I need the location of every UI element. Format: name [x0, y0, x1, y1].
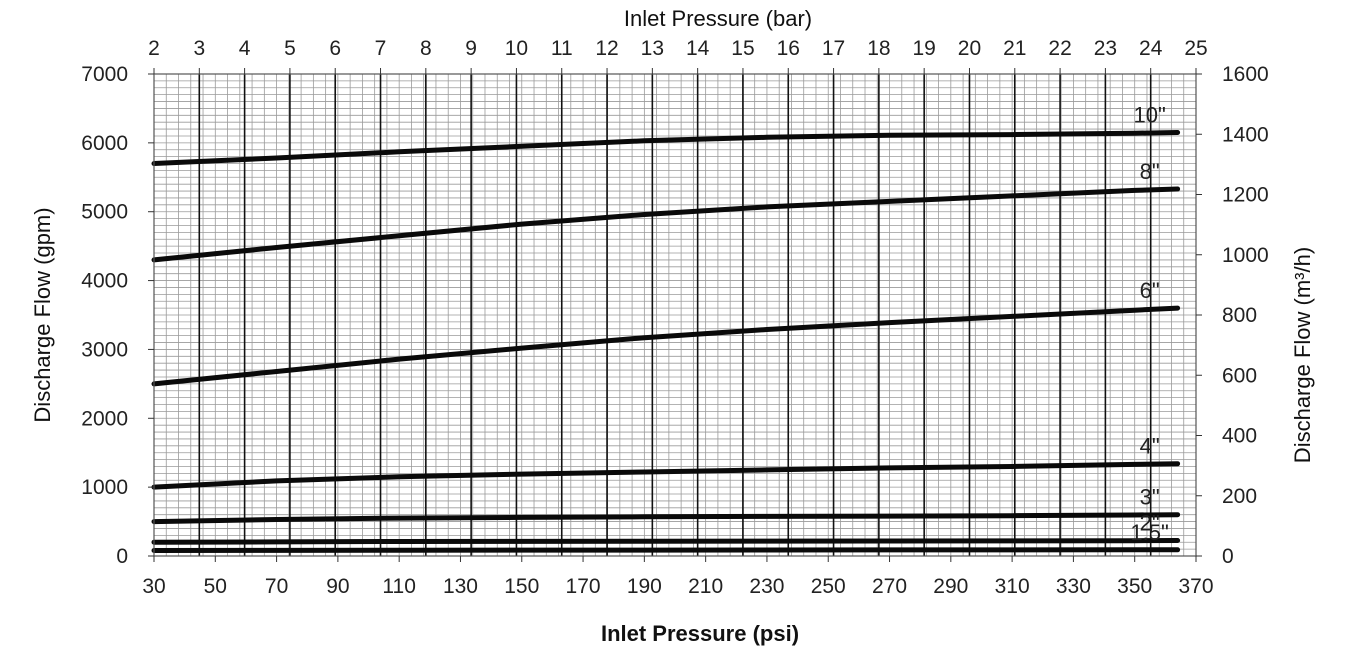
- curve-label-4: 3": [1140, 485, 1160, 510]
- x2-tick-label: 20: [958, 37, 981, 60]
- x-tick-label: 110: [382, 575, 415, 598]
- x-tick-label: 350: [1117, 575, 1152, 598]
- y-tick-label: 1000: [81, 476, 128, 499]
- x-tick-label: 70: [265, 575, 288, 598]
- y2-tick-label: 1200: [1222, 184, 1269, 207]
- y-tick-label: 3000: [81, 338, 128, 361]
- right-axis-title: Discharge Flow (m³/h): [1290, 247, 1315, 463]
- curve-label-5: 2": [1140, 511, 1160, 536]
- x-tick-label: 330: [1056, 575, 1091, 598]
- y-tick-label: 6000: [81, 132, 128, 155]
- x2-tick-label: 9: [465, 37, 477, 60]
- x2-tick-label: 12: [595, 37, 618, 60]
- curve-3: [151, 461, 1181, 490]
- x2-tick-label: 2: [148, 37, 160, 60]
- bottom-axis-title: Inlet Pressure (psi): [601, 621, 799, 646]
- curve-1: [151, 186, 1181, 263]
- curves: [151, 130, 1181, 553]
- top-axis-title: Inlet Pressure (bar): [624, 6, 812, 31]
- x-tick-label: 190: [627, 575, 662, 598]
- x2-tick-label: 21: [1003, 37, 1026, 60]
- curve-0: [151, 130, 1181, 166]
- tick-labels: 30 50 70 90 110 130 150 170 190 210 230 250 270 290 31…: [81, 37, 1268, 598]
- x2-tick-label: 14: [686, 37, 710, 60]
- x2-tick-label: 23: [1094, 37, 1117, 60]
- x2-tick-label: 24: [1139, 37, 1163, 60]
- x2-tick-label: 25: [1184, 37, 1207, 60]
- x-tick-label: 50: [204, 575, 227, 598]
- x2-tick-label: 18: [867, 37, 890, 60]
- curve-6: [151, 547, 1181, 553]
- x2-tick-label: 8: [420, 37, 432, 60]
- x-tick-label: 170: [566, 575, 601, 598]
- curve-4: [151, 512, 1181, 525]
- x2-tick-label: 19: [912, 37, 935, 60]
- x-tick-label: 90: [326, 575, 349, 598]
- curve-2: [151, 305, 1181, 387]
- x2-tick-label: 3: [193, 37, 205, 60]
- curve-labels: 10" 8" 6" 4" 3"2"1.5": [1130, 103, 1168, 545]
- curve-label-6: 1.5": [1130, 520, 1168, 545]
- x2-tick-label: 11: [551, 37, 573, 60]
- x2-tick-label: 15: [731, 37, 754, 60]
- y2-tick-label: 1400: [1222, 123, 1269, 146]
- y2-tick-label: 1600: [1222, 63, 1269, 86]
- x-tick-label: 270: [872, 575, 907, 598]
- x-tick-label: 290: [933, 575, 968, 598]
- curve-label-2: 6": [1140, 278, 1160, 303]
- x2-tick-label: 10: [505, 37, 528, 60]
- x-tick-label: 210: [688, 575, 723, 598]
- y2-tick-label: 800: [1222, 304, 1257, 327]
- x-tick-label: 130: [443, 575, 478, 598]
- y-tick-label: 7000: [81, 63, 128, 86]
- y2-tick-label: 400: [1222, 425, 1257, 448]
- curve-label-0: 10": [1133, 103, 1165, 128]
- left-axis-title: Discharge Flow (gpm): [30, 207, 55, 422]
- x2-tick-label: 7: [375, 37, 387, 60]
- x2-tick-label: 16: [777, 37, 800, 60]
- x-tick-label: 370: [1178, 575, 1213, 598]
- x-tick-label: 30: [142, 575, 165, 598]
- y-tick-label: 0: [116, 545, 128, 568]
- x2-tick-label: 13: [641, 37, 664, 60]
- curve-5: [151, 538, 1181, 545]
- x2-tick-label: 6: [329, 37, 341, 60]
- x-tick-label: 230: [749, 575, 784, 598]
- y2-tick-label: 200: [1222, 485, 1257, 508]
- y2-tick-label: 1000: [1222, 244, 1269, 267]
- x2-tick-label: 17: [822, 37, 845, 60]
- y2-tick-label: 600: [1222, 364, 1257, 387]
- y-tick-label: 5000: [81, 201, 128, 224]
- y2-tick-label: 0: [1222, 545, 1234, 568]
- y-tick-label: 2000: [81, 407, 128, 430]
- x-tick-label: 310: [995, 575, 1030, 598]
- curve-label-1: 8": [1140, 159, 1160, 184]
- x2-tick-label: 22: [1048, 37, 1071, 60]
- curve-label-3: 4": [1140, 434, 1160, 459]
- x-tick-label: 150: [504, 575, 539, 598]
- y-tick-label: 4000: [81, 270, 128, 293]
- x2-tick-label: 4: [239, 37, 251, 60]
- x2-tick-label: 5: [284, 37, 296, 60]
- x-tick-label: 250: [811, 575, 846, 598]
